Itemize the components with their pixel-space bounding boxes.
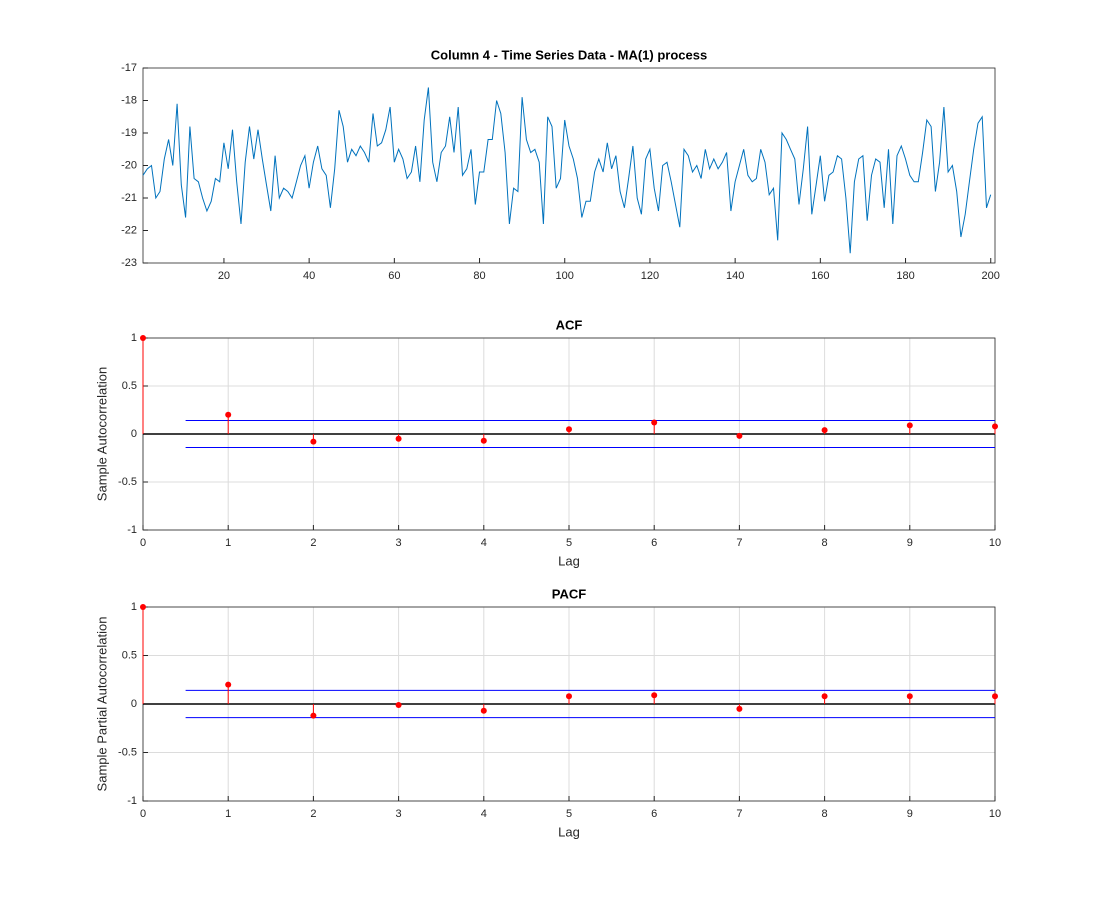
stem-marker xyxy=(566,426,572,433)
subplot-title: PACF xyxy=(552,586,586,601)
stem-marker xyxy=(480,707,487,714)
stem-marker xyxy=(140,604,146,610)
stem-marker xyxy=(736,705,743,712)
stem-marker xyxy=(906,693,913,700)
x-tick-label: 160 xyxy=(811,270,829,282)
y-tick-label: -17 xyxy=(121,62,137,74)
x-tick-label: 10 xyxy=(989,537,1001,549)
y-axis-label: Sample Partial Autocorrelation xyxy=(94,617,109,792)
y-tick-label: 1 xyxy=(131,601,137,613)
series-line xyxy=(142,87,992,254)
x-tick-label: 6 xyxy=(651,537,657,549)
x-tick-label: 1 xyxy=(225,537,231,549)
x-axis-label: Lag xyxy=(558,824,580,839)
x-tick-label: 120 xyxy=(641,270,659,282)
stem-marker xyxy=(395,701,402,708)
x-tick-label: 40 xyxy=(303,270,315,282)
x-tick-label: 6 xyxy=(651,808,657,820)
x-tick-label: 2 xyxy=(310,808,316,820)
x-tick-label: 8 xyxy=(822,537,828,549)
y-tick-label: 0 xyxy=(131,698,137,710)
x-tick-label: 9 xyxy=(907,537,913,549)
x-tick-label: 4 xyxy=(481,808,487,820)
x-tick-label: 5 xyxy=(566,537,572,549)
subplot: -23 -22 -21 -20 -19 -18 -17 20 40 60 80 100 120 140 16… xyxy=(121,47,1000,281)
stem-marker xyxy=(310,438,317,445)
x-tick-label: 180 xyxy=(896,270,914,282)
y-tick-label: -23 xyxy=(121,257,137,269)
stem-marker xyxy=(992,693,998,700)
subplot-title: ACF xyxy=(556,317,583,332)
stem-marker xyxy=(651,692,658,699)
y-tick-label: 0 xyxy=(131,428,137,440)
stem-marker xyxy=(821,427,828,434)
axes-box xyxy=(142,67,996,264)
x-tick-label: 60 xyxy=(388,270,400,282)
stem-marker xyxy=(480,437,487,444)
x-tick-label: 0 xyxy=(140,808,146,820)
y-tick-label: -22 xyxy=(121,224,137,236)
y-tick-label: -21 xyxy=(121,192,137,204)
stem-marker xyxy=(821,693,828,700)
subplot-title: Column 4 - Time Series Data - MA(1) proc… xyxy=(431,47,707,62)
y-tick-label: -18 xyxy=(121,94,137,106)
stem-marker xyxy=(395,435,402,442)
stem-marker xyxy=(906,422,913,429)
x-tick-label: 1 xyxy=(225,808,231,820)
y-axis-label: Sample Autocorrelation xyxy=(94,367,109,501)
y-tick-label: 1 xyxy=(131,332,137,344)
stem-marker xyxy=(225,411,232,418)
stem-marker xyxy=(310,712,317,719)
x-tick-label: 0 xyxy=(140,537,146,549)
stem-marker xyxy=(992,423,998,430)
x-tick-label: 80 xyxy=(473,270,485,282)
x-tick-label: 4 xyxy=(481,537,487,549)
x-tick-label: 7 xyxy=(736,537,742,549)
axes-background xyxy=(143,68,995,263)
x-tick-label: 5 xyxy=(566,808,572,820)
x-tick-label: 10 xyxy=(989,808,1001,820)
x-tick-label: 2 xyxy=(310,537,316,549)
y-tick-label: -19 xyxy=(121,127,137,139)
x-tick-label: 3 xyxy=(396,808,402,820)
stem-marker xyxy=(566,693,572,700)
stem-marker xyxy=(736,432,743,439)
y-tick-label: -1 xyxy=(127,795,137,807)
x-axis-label: Lag xyxy=(558,553,580,568)
x-tick-label: 200 xyxy=(982,270,1000,282)
stem-marker xyxy=(140,335,146,341)
y-tick-label: -20 xyxy=(121,159,137,171)
x-tick-label: 8 xyxy=(822,808,828,820)
stem-marker xyxy=(651,419,658,426)
x-tick-label: 100 xyxy=(556,270,574,282)
x-tick-label: 20 xyxy=(218,270,230,282)
x-tick-label: 9 xyxy=(907,808,913,820)
y-tick-label: -0.5 xyxy=(118,746,137,758)
x-tick-label: 140 xyxy=(726,270,744,282)
y-tick-label: 0.5 xyxy=(122,649,137,661)
stem-marker xyxy=(225,681,232,688)
y-tick-label: -0.5 xyxy=(118,476,137,488)
y-tick-label: 0.5 xyxy=(122,380,137,392)
y-tick-label: -1 xyxy=(127,524,137,536)
x-tick-label: 3 xyxy=(396,537,402,549)
x-tick-label: 7 xyxy=(736,808,742,820)
